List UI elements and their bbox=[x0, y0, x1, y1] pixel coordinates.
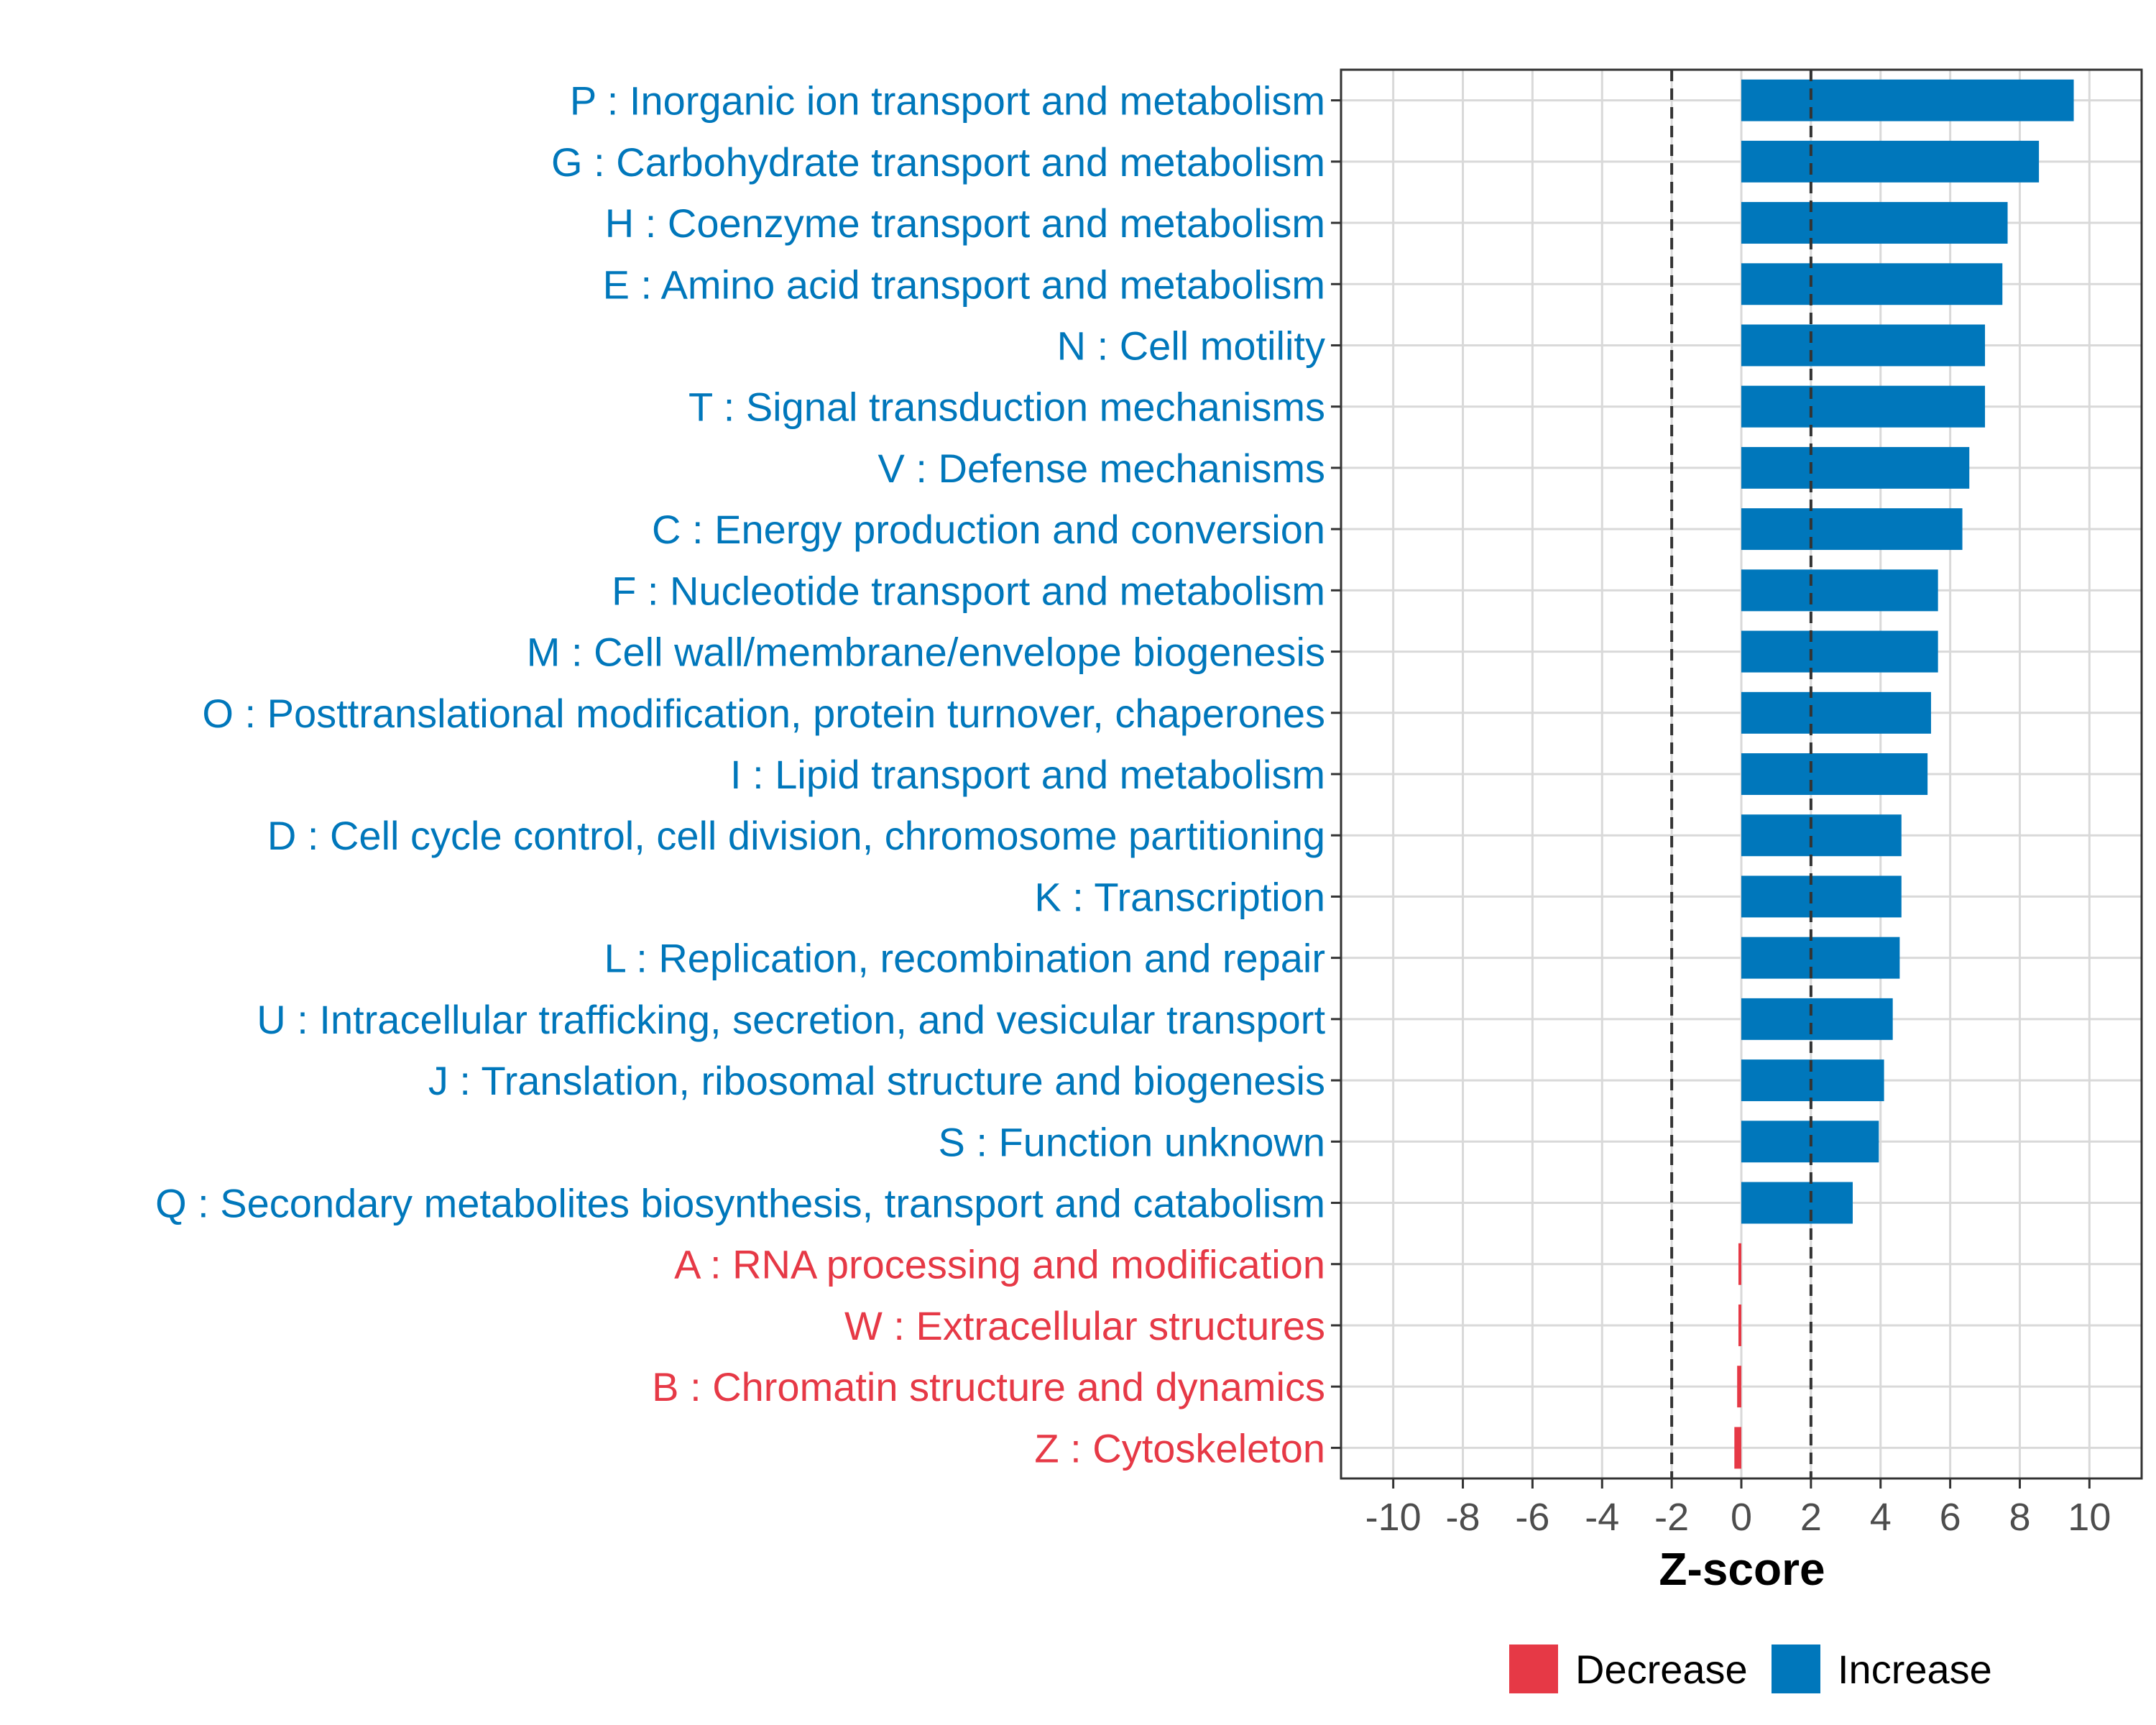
category-label: P : Inorganic ion transport and metaboli… bbox=[570, 78, 1325, 124]
category-label: V : Defense mechanisms bbox=[878, 446, 1325, 491]
category-label: H : Coenzyme transport and metabolism bbox=[605, 201, 1325, 246]
x-axis-title: Z-score bbox=[1659, 1543, 1825, 1595]
bar bbox=[1741, 508, 1963, 551]
bar bbox=[1741, 202, 2008, 244]
bar bbox=[1741, 998, 1893, 1040]
x-tick-label: 4 bbox=[1870, 1496, 1892, 1539]
category-label: N : Cell motility bbox=[1057, 323, 1325, 368]
x-tick-label: 8 bbox=[2009, 1496, 2030, 1539]
bar bbox=[1741, 691, 1931, 734]
bar bbox=[1741, 263, 2003, 305]
category-label: I : Lipid transport and metabolism bbox=[730, 752, 1325, 797]
bar bbox=[1737, 1366, 1741, 1408]
bar bbox=[1741, 875, 1902, 918]
category-label: Q : Secondary metabolites biosynthesis, … bbox=[155, 1181, 1325, 1226]
category-label: M : Cell wall/membrane/envelope biogenes… bbox=[527, 630, 1325, 675]
category-label: C : Energy production and conversion bbox=[652, 507, 1325, 552]
bar bbox=[1741, 814, 1902, 857]
category-label: T : Signal transduction mechanisms bbox=[688, 385, 1325, 430]
x-tick-label: 2 bbox=[1800, 1496, 1822, 1539]
bar bbox=[1741, 385, 1986, 428]
x-tick-label: -10 bbox=[1365, 1496, 1422, 1539]
bar bbox=[1741, 569, 1938, 612]
x-tick-label: 10 bbox=[2068, 1496, 2111, 1539]
bar bbox=[1741, 630, 1938, 673]
bar bbox=[1738, 1304, 1741, 1346]
x-tick-label: 0 bbox=[1731, 1496, 1752, 1539]
x-tick-label: 6 bbox=[1940, 1496, 1961, 1539]
x-tick-label: -4 bbox=[1585, 1496, 1619, 1539]
category-label: E : Amino acid transport and metabolism bbox=[603, 262, 1325, 307]
category-label: D : Cell cycle control, cell division, c… bbox=[267, 813, 1325, 858]
legend-swatch-decrease bbox=[1509, 1644, 1558, 1693]
category-label: W : Extracellular structures bbox=[844, 1303, 1325, 1348]
x-tick-label: -8 bbox=[1446, 1496, 1480, 1539]
category-label: G : Carbohydrate transport and metabolis… bbox=[551, 139, 1325, 185]
bar bbox=[1741, 753, 1928, 795]
category-label: F : Nucleotide transport and metabolism bbox=[612, 568, 1325, 613]
legend-label-increase: Increase bbox=[1838, 1647, 1992, 1692]
legend-swatch-increase bbox=[1772, 1644, 1820, 1693]
category-label: J : Translation, ribosomal structure and… bbox=[428, 1058, 1325, 1103]
category-label: A : RNA processing and modification bbox=[674, 1242, 1325, 1287]
bar bbox=[1741, 446, 1970, 489]
category-label: U : Intracellular trafficking, secretion… bbox=[257, 997, 1325, 1042]
bar bbox=[1738, 1243, 1741, 1285]
bar bbox=[1741, 937, 1900, 979]
bar bbox=[1734, 1427, 1741, 1469]
bar bbox=[1741, 140, 2040, 183]
category-label: B : Chromatin structure and dynamics bbox=[652, 1364, 1325, 1409]
bar bbox=[1741, 1182, 1853, 1224]
bar bbox=[1741, 1059, 1884, 1102]
x-tick-label: -2 bbox=[1654, 1496, 1689, 1539]
bar bbox=[1741, 324, 1986, 367]
category-label: S : Function unknown bbox=[938, 1119, 1325, 1164]
category-label: K : Transcription bbox=[1034, 874, 1325, 919]
x-tick-label: -6 bbox=[1515, 1496, 1549, 1539]
category-label: Z : Cytoskeleton bbox=[1034, 1425, 1325, 1471]
bar bbox=[1741, 79, 2074, 121]
category-label: L : Replication, recombination and repai… bbox=[604, 936, 1325, 981]
category-label: O : Posttranslational modification, prot… bbox=[202, 691, 1325, 736]
legend-label-decrease: Decrease bbox=[1575, 1647, 1748, 1692]
